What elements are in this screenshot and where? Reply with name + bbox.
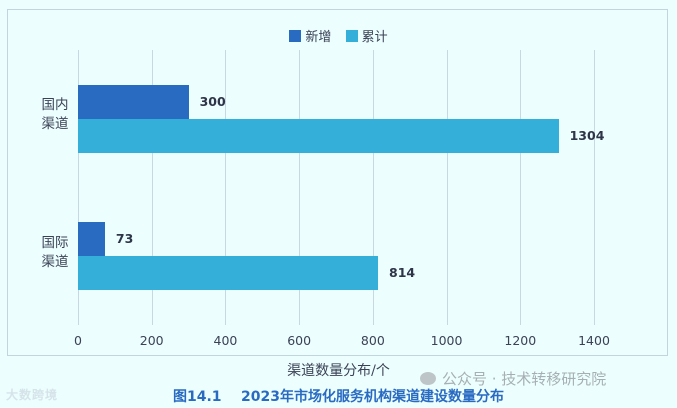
gridline [152,50,153,325]
category-label-international: 国际 渠道 [38,234,72,272]
wechat-watermark: 公众号 · 技术转移研究院 [420,368,606,389]
x-axis-label: 渠道数量分布/个 [287,363,390,379]
data-label: 814 [389,265,416,280]
category-line: 渠道 [41,254,69,270]
category-label-domestic: 国内 渠道 [38,96,72,134]
data-label: 73 [115,231,134,246]
legend-label-new: 新增 [305,30,332,45]
chart-frame [7,9,668,356]
bar [78,85,189,119]
x-tick-label: 600 [287,333,312,348]
wechat-watermark-text: 公众号 · 技术转移研究院 [442,370,607,388]
x-tick-label: 0 [74,333,82,348]
logo-watermark: 大数跨境 [6,388,59,402]
legend-label-cumulative: 累计 [361,30,388,45]
x-tick-label: 200 [139,333,164,348]
wechat-icon [420,372,436,385]
figure-caption: 图14.1 2023年市场化服务机构渠道建设数量分布 [172,389,504,405]
legend-item-new: 新增 [289,26,331,45]
legend: 新增 累计 [0,26,677,46]
gridline [299,50,300,325]
gridline [225,50,226,325]
category-line: 国际 [41,235,69,251]
category-line: 渠道 [41,116,69,132]
gridline [373,50,374,325]
gridline [520,50,521,325]
x-tick-label: 1400 [578,333,610,348]
legend-item-cumulative: 累计 [345,26,388,45]
x-tick-label: 400 [213,333,238,348]
gridline [78,50,79,325]
data-label: 1304 [569,128,605,143]
category-line: 国内 [41,97,69,113]
x-tick-label: 1200 [504,333,537,348]
bar [78,119,559,153]
legend-swatch-cumulative [345,29,358,42]
bar [78,256,379,290]
data-label: 300 [199,94,226,109]
bar [78,222,105,256]
gridline [594,50,595,325]
x-tick-label: 1000 [430,333,463,348]
gridline [447,50,448,325]
legend-swatch-new [289,29,302,42]
x-tick-label: 800 [360,333,385,348]
